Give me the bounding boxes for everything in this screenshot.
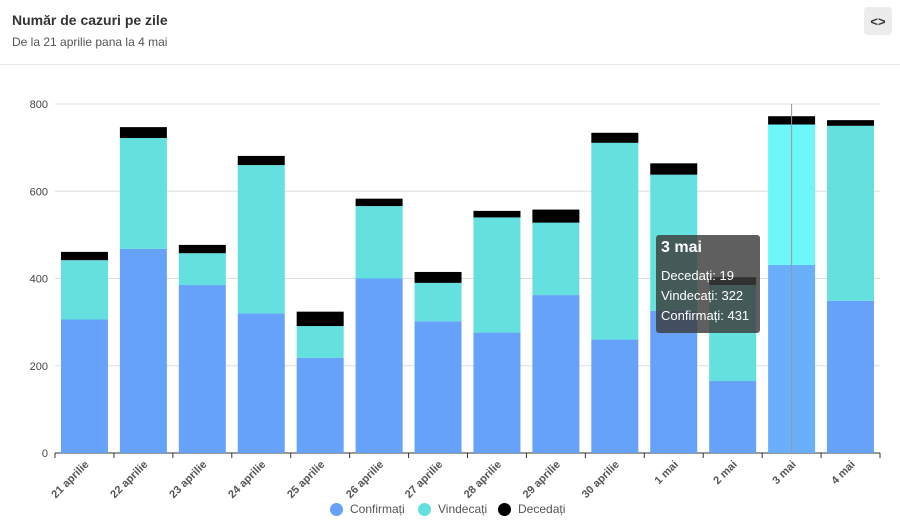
bar-vindecati (532, 222, 580, 296)
bar-confirmati (414, 321, 462, 453)
bar-vindecati (60, 260, 108, 320)
y-tick-label: 200 (30, 361, 48, 373)
chart-tooltip: 3 mai Decedați: 19 Vindecați: 322 Confir… (656, 235, 760, 333)
x-tick-label: 1 mai (652, 459, 680, 487)
bar-decedati (414, 271, 462, 283)
x-tick-label: 28 aprilie (462, 459, 504, 500)
x-tick-label: 29 aprilie (521, 459, 563, 500)
legend-dot-confirmati (330, 502, 343, 516)
chart-subtitle: De la 21 aprilie pana la 4 mai (12, 35, 168, 49)
x-tick-label: 27 aprilie (403, 459, 445, 500)
stacked-bar-chart: 0 200 400 600 800 21 aprilie 22 aprilie 23 apri… (30, 99, 881, 500)
y-tick-label: 800 (30, 99, 48, 111)
chart-title: Număr de cazuri pe zile (12, 12, 168, 28)
bar-confirmati (178, 285, 226, 453)
bar-decedati (532, 209, 580, 223)
legend-dot-decedati (498, 502, 511, 516)
bar-confirmati (827, 300, 875, 453)
x-tick-label: 3 mai (770, 459, 798, 487)
x-tick-label: 24 aprilie (226, 459, 268, 500)
x-tick-label: 25 aprilie (285, 459, 327, 500)
bar-vindecati (827, 125, 875, 301)
tooltip-confirmati: Confirmați: 431 (661, 308, 750, 323)
chart-header: Număr de cazuri pe zile De la 21 aprilie… (0, 0, 900, 65)
bar-vindecati (237, 165, 285, 314)
code-icon[interactable]: <> (864, 7, 892, 35)
bar-vindecati (473, 217, 521, 333)
bar-confirmati (355, 278, 403, 453)
bar-confirmati (709, 381, 757, 453)
tooltip-vindecati: Vindecați: 322 (661, 288, 744, 303)
x-tick-label: 30 aprilie (580, 459, 622, 500)
bar-vindecati (355, 206, 403, 279)
bar-decedati (650, 163, 698, 175)
legend-item-vindecati[interactable]: Vindecați (418, 502, 487, 516)
bar-decedati (237, 155, 285, 166)
bar-confirmati (119, 248, 167, 453)
y-tick-label: 400 (30, 274, 48, 286)
bar-decedati (827, 120, 875, 126)
bar-decedati (473, 210, 521, 218)
x-tick-label: 4 mai (829, 459, 857, 487)
bar-vindecati (414, 282, 462, 322)
bar-decedati (355, 198, 403, 207)
bar-confirmati (591, 339, 639, 453)
bar-confirmati (532, 295, 580, 453)
bar-decedati (296, 311, 344, 327)
bar-decedati (119, 127, 167, 139)
tooltip-title: 3 mai (661, 239, 702, 256)
bar-confirmati (473, 332, 521, 453)
legend-item-confirmati[interactable]: Confirmați (330, 502, 405, 516)
bar-decedati (178, 244, 226, 254)
tooltip-decedati: Decedați: 19 (661, 268, 734, 283)
bar-decedati (60, 251, 108, 261)
bar-confirmati (60, 319, 108, 453)
x-tick-label: 23 aprilie (167, 459, 209, 500)
chart-legend: Confirmați Vindecați Decedați (0, 502, 900, 522)
bar-decedati (591, 132, 639, 143)
bar-vindecati (178, 253, 226, 286)
bar-confirmati (237, 313, 285, 453)
bar-vindecati (591, 142, 639, 340)
x-tick-label: 26 aprilie (344, 459, 386, 500)
legend-label-decedati: Decedați (518, 502, 566, 516)
legend-label-confirmati: Confirmați (350, 502, 405, 516)
x-tick-label: 2 mai (711, 459, 739, 487)
x-tick-label: 21 aprilie (49, 459, 91, 500)
y-tick-label: 600 (30, 186, 48, 198)
bar-vindecati (296, 326, 344, 358)
y-tick-label: 0 (42, 448, 48, 460)
legend-dot-vindecati (418, 502, 431, 516)
legend-item-decedati[interactable]: Decedați (498, 502, 565, 516)
x-tick-label: 22 aprilie (108, 459, 150, 500)
legend-label-vindecati: Vindecați (438, 502, 488, 516)
bar-vindecati (119, 138, 167, 249)
bar-confirmati (650, 310, 698, 453)
bar-confirmati (296, 357, 344, 453)
